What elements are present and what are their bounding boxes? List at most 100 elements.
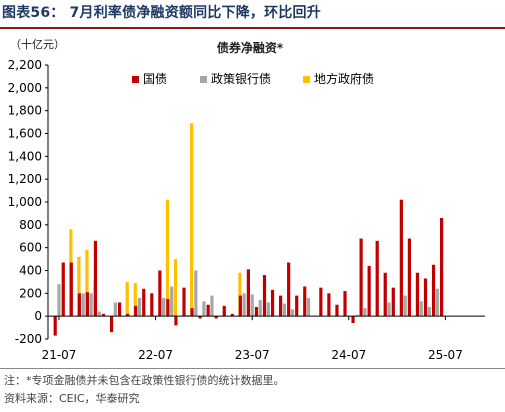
bar-zhengce	[202, 301, 206, 317]
legend-label-zhengce: 政策银行债	[211, 72, 271, 86]
bar-difang	[173, 259, 178, 317]
bar-guozhai	[246, 269, 250, 317]
bar-difang	[77, 256, 81, 317]
x-tick-label: 21-07	[42, 348, 77, 362]
bar-guozhai	[69, 262, 73, 317]
bar-guozhai	[415, 272, 420, 317]
bar-zhengce	[419, 301, 423, 317]
bar-zhengce	[250, 294, 254, 317]
bar-guozhai	[230, 313, 234, 317]
bar-guozhai	[327, 293, 331, 317]
bar-guozhai	[440, 217, 444, 317]
x-tick-label: 24-07	[331, 348, 366, 362]
x-axis: 21-07 22-07 23-07 24-07 25-07	[42, 315, 485, 362]
bar-guozhai	[351, 316, 355, 324]
bar-guozhai	[61, 262, 65, 317]
y-tick-label: 2,000	[8, 81, 42, 95]
bar-guozhai	[319, 287, 323, 317]
bar-zhengce	[282, 303, 286, 317]
x-tick-label: 22-07	[138, 348, 173, 362]
bar-guozhai	[174, 316, 178, 326]
bar-guozhai	[93, 240, 98, 317]
bar-guozhai	[270, 289, 275, 317]
bar-zhengce	[194, 270, 198, 317]
bar-guozhai	[198, 316, 202, 319]
bar-guozhai	[391, 287, 395, 317]
bar-guozhai	[367, 265, 371, 317]
bar-zhengce	[266, 302, 270, 317]
legend-label-difang: 地方政府债	[314, 71, 374, 86]
legend-swatch-zhengce	[200, 76, 207, 83]
bar-zhengce	[210, 295, 214, 317]
bar-guozhai	[335, 304, 339, 317]
legend: 国债 政策银行债 地方政府债	[132, 71, 374, 86]
bar-guozhai	[383, 272, 387, 317]
bar-zhengce	[403, 295, 407, 317]
bar-guozhai	[254, 307, 259, 317]
bar-zhengce	[355, 315, 359, 317]
bar-zhengce	[57, 284, 61, 317]
bar-guozhai	[190, 308, 194, 317]
bar-difang	[238, 272, 242, 317]
bar-zhengce	[81, 293, 85, 317]
bar-guozhai	[262, 275, 267, 317]
bar-zhengce	[435, 288, 439, 317]
bar-guozhai	[53, 316, 57, 336]
bar-guozhai	[206, 304, 210, 317]
bar-guozhai	[423, 278, 428, 317]
bar-guozhai	[158, 270, 162, 317]
bar-zhengce	[363, 308, 367, 317]
y-tick-label: 1,200	[8, 172, 42, 186]
bottom-rule	[0, 368, 505, 369]
chart: （十亿元） 债券净融资* 国债 政策银行债 地方政府债 -200 0 200 400 600…	[8, 37, 485, 362]
y-tick-label: 2,200	[8, 58, 42, 72]
bar-guozhai	[287, 262, 291, 317]
bar-difang	[133, 283, 137, 317]
y-tick-label: 800	[19, 218, 42, 232]
y-tick-label: 1,400	[8, 149, 42, 163]
y-tick-label: -200	[15, 332, 42, 346]
chart-title: 债券净融资*	[217, 40, 284, 55]
bar-guozhai	[431, 264, 436, 317]
y-tick-label: 400	[19, 264, 42, 278]
y-tick-label: 1,600	[8, 127, 42, 141]
bar-guozhai	[182, 287, 186, 317]
figure-title: 图表56： 7月利率债净融资额同比下降，环比回升	[2, 5, 321, 21]
bar-zhengce	[113, 302, 117, 317]
bar-zhengce	[258, 300, 262, 317]
unit-label: （十亿元）	[10, 37, 65, 51]
bar-guozhai	[343, 291, 347, 317]
bar-zhengce	[170, 286, 174, 317]
title-rule	[0, 27, 505, 29]
bar-zhengce	[242, 293, 246, 317]
legend-label-guozhai: 国债	[143, 72, 167, 86]
bar-guozhai	[77, 293, 81, 317]
x-tick-label: 23-07	[235, 348, 270, 362]
y-tick-label: 1,800	[8, 104, 42, 118]
bar-guozhai	[303, 286, 307, 317]
bar-difang	[190, 123, 194, 317]
bar-guozhai	[126, 313, 130, 317]
bar-difang	[165, 199, 170, 317]
x-tick-label: 25-07	[428, 348, 463, 362]
y-tick-label: 0	[34, 309, 42, 323]
bar-guozhai	[150, 293, 154, 317]
bar-guozhai	[142, 288, 146, 317]
bar-zhengce	[186, 315, 190, 317]
bar-guozhai	[134, 305, 138, 317]
bar-guozhai	[375, 240, 379, 317]
bar-guozhai	[101, 313, 106, 317]
y-tick-label: 600	[19, 241, 42, 255]
bar-guozhai	[214, 316, 218, 319]
bar-guozhai	[407, 238, 411, 317]
bar-zhengce	[97, 311, 101, 317]
y-tick-label: 200	[19, 286, 42, 300]
bar-guozhai	[399, 199, 403, 317]
bar-zhengce	[162, 297, 166, 317]
bar-zhengce	[387, 302, 391, 317]
bar-zhengce	[137, 297, 142, 317]
bar-zhengce	[306, 297, 311, 317]
bar-zhengce	[290, 309, 295, 317]
bar-guozhai	[222, 305, 226, 317]
y-axis: -200 0 200 400 600 800 1,000 1,200 1,400 1,600 1,8…	[8, 58, 49, 346]
